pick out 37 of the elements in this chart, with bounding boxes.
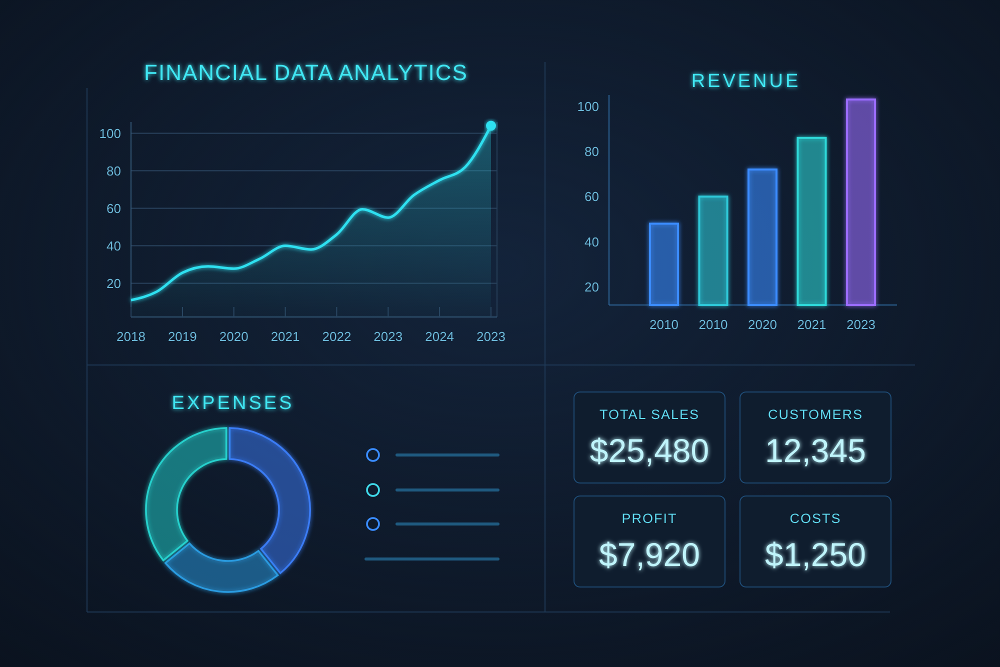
- donut-slice: [228, 427, 311, 574]
- text: $25,480: [590, 432, 710, 469]
- x-tick-label: 2024: [425, 329, 454, 344]
- y-tick-label: 100: [577, 98, 599, 114]
- text: $7,920: [599, 536, 700, 573]
- y-tick-label: 60: [106, 200, 121, 216]
- x-tick-label: 2019: [168, 329, 197, 344]
- x-tick-label: 2021: [797, 317, 826, 332]
- chart-title: REVENUE: [691, 71, 801, 92]
- text: CUSTOMERS: [768, 407, 864, 422]
- y-tick-label: 40: [106, 238, 121, 254]
- donut-slice: [164, 542, 279, 593]
- x-tick-label: 2023: [846, 317, 876, 332]
- x-tick-label: 2023: [374, 329, 403, 344]
- chart-title: EXPENSES: [172, 393, 294, 414]
- x-tick-label: 2021: [270, 329, 300, 344]
- y-tick-label: 20: [584, 279, 599, 294]
- x-tick-label: 2022: [322, 329, 352, 344]
- y-tick-label: 80: [106, 163, 121, 178]
- text: COSTS: [790, 511, 842, 526]
- chart-title: FINANCIAL DATA ANALYTICS: [144, 60, 468, 85]
- text: PROFIT: [622, 511, 678, 526]
- x-tick-label: 2010: [698, 317, 728, 332]
- text: TOTAL SALES: [599, 407, 700, 422]
- text: $1,250: [765, 536, 866, 573]
- text: 12,345: [765, 432, 866, 469]
- y-tick-label: 20: [106, 276, 121, 291]
- x-tick-label: 2018: [116, 329, 146, 344]
- donut-slice: [145, 427, 228, 562]
- x-tick-label: 2020: [748, 317, 777, 332]
- x-tick-label: 2010: [650, 317, 678, 332]
- x-tick-label: 2023: [476, 329, 506, 344]
- y-tick-label: 60: [584, 189, 599, 204]
- x-tick-label: 2020: [219, 329, 248, 344]
- y-tick-label: 80: [584, 144, 599, 159]
- y-tick-label: 40: [584, 234, 599, 250]
- y-tick-label: 100: [99, 126, 121, 141]
